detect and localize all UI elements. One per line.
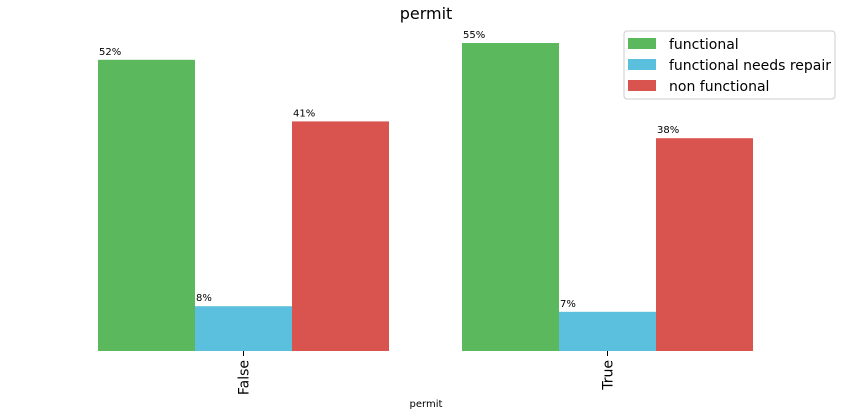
bar-labels-group: 52% 8% 41% 55% 7% 38% <box>99 30 679 310</box>
bars-group <box>98 43 753 352</box>
bar-value-label: 52% <box>99 47 121 58</box>
bar-false-non-functional <box>292 121 389 352</box>
legend-entry-label: functional needs repair <box>669 58 831 74</box>
bar-value-label: 38% <box>657 125 679 136</box>
bar-false-functional <box>98 59 195 352</box>
legend-swatch <box>628 38 656 49</box>
bar-value-label: 7% <box>560 299 576 310</box>
bar-true-non-functional <box>656 138 753 351</box>
bar-false-functional-needs-repair <box>195 306 292 351</box>
legend-entry-label: functional <box>669 37 739 53</box>
legend-swatch <box>628 59 656 70</box>
bar-true-functional-needs-repair <box>559 311 656 351</box>
x-ticks-group: False True <box>237 351 617 395</box>
legend-frame <box>623 30 836 100</box>
bar-value-label: 55% <box>463 30 485 41</box>
bar-true-functional <box>462 43 559 351</box>
legend-swatch <box>628 80 656 91</box>
x-tick-label: False <box>237 360 253 395</box>
legend: functional functional needs repair non fun… <box>623 30 836 100</box>
chart-title: permit <box>400 4 453 23</box>
x-tick-label: True <box>601 360 617 391</box>
legend-entry-label: non functional <box>669 79 769 95</box>
bar-value-label: 8% <box>196 293 212 304</box>
x-axis-label: permit <box>410 399 443 410</box>
bar-value-label: 41% <box>293 108 315 119</box>
